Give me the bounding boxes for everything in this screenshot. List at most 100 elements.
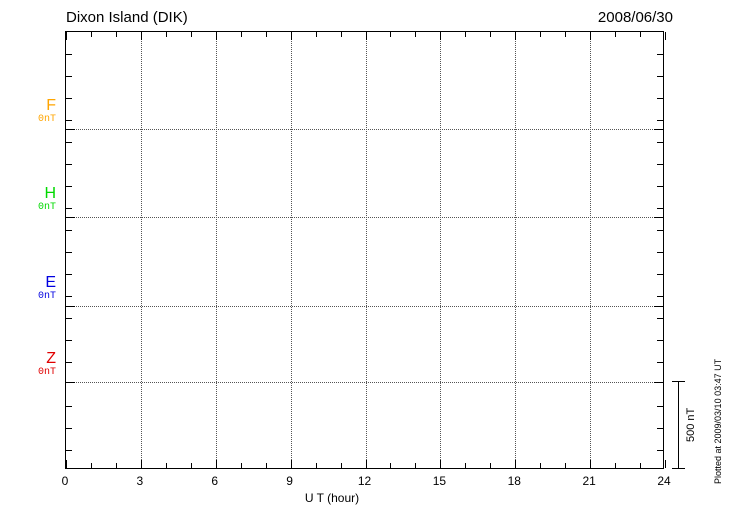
x-tick-label: 9 [286, 474, 293, 488]
axis-tick [66, 32, 67, 40]
vertical-gridline [590, 32, 592, 468]
axis-tick [657, 450, 663, 451]
component-label-h: H 0nT [12, 186, 56, 214]
axis-tick [565, 32, 567, 37]
axis-tick [66, 460, 67, 468]
axis-tick [665, 460, 666, 468]
axis-tick [290, 460, 292, 468]
axis-tick [140, 460, 142, 468]
axis-tick [66, 428, 72, 429]
axis-tick [215, 460, 217, 468]
baseline-gridline-e [66, 306, 663, 307]
axis-tick [265, 463, 267, 468]
axis-tick [465, 463, 467, 468]
axis-tick [657, 274, 663, 275]
axis-tick [565, 463, 567, 468]
axis-tick [590, 32, 592, 40]
axis-tick [657, 208, 663, 209]
axis-tick [490, 463, 492, 468]
axis-tick [540, 463, 542, 468]
axis-tick [640, 32, 642, 37]
axis-tick [66, 120, 72, 121]
axis-tick [657, 164, 663, 165]
axis-tick [66, 54, 72, 55]
axis-tick [66, 208, 72, 209]
axis-tick [390, 32, 392, 37]
axis-tick [657, 340, 663, 341]
vertical-gridline [440, 32, 442, 468]
axis-tick [657, 362, 663, 363]
scale-bar-cap-top [672, 381, 685, 382]
axis-tick [615, 32, 617, 37]
vertical-gridline [140, 32, 142, 468]
x-tick-label: 3 [136, 474, 144, 488]
x-tick-label: 6 [211, 474, 219, 488]
vertical-gridline [365, 32, 367, 468]
axis-tick [657, 120, 663, 121]
axis-tick [340, 463, 342, 468]
axis-tick [115, 32, 117, 37]
axis-tick [90, 32, 92, 37]
axis-tick [657, 428, 663, 429]
axis-tick [290, 32, 292, 40]
axis-tick [66, 318, 72, 319]
baseline-gridline-h [66, 217, 663, 218]
baseline-tick-e [654, 306, 663, 307]
component-label-e: E 0nT [12, 275, 56, 303]
x-tick-label: 0 [61, 474, 69, 488]
baseline-tick-z [654, 382, 663, 383]
axis-tick [66, 362, 72, 363]
axis-tick [66, 76, 72, 77]
scale-bar-label: 500 nT [685, 407, 697, 443]
axis-tick [66, 186, 72, 187]
axis-tick [657, 252, 663, 253]
axis-tick [657, 98, 663, 99]
axis-tick [515, 460, 517, 468]
component-value-f: 0nT [37, 114, 56, 125]
axis-tick [190, 32, 192, 37]
x-tick-label: 24 [657, 474, 671, 488]
component-label-z: Z 0nT [12, 351, 56, 379]
axis-tick [165, 463, 167, 468]
magnetogram-plot [65, 31, 666, 469]
component-label-f: F 0nT [12, 98, 56, 126]
axis-tick [315, 463, 317, 468]
axis-tick [665, 32, 666, 40]
component-value-h: 0nT [37, 202, 56, 213]
axis-tick [340, 32, 342, 37]
axis-tick [540, 32, 542, 37]
page-title: Dixon Island (DIK) [66, 9, 188, 26]
component-letter-h: H [44, 185, 56, 202]
axis-tick [66, 142, 72, 143]
x-tick-label: 18 [507, 474, 521, 488]
axis-tick [415, 463, 417, 468]
axis-tick [415, 32, 417, 37]
plotted-timestamp: Plotted at 2009/03/10 03:47 UT [713, 358, 723, 484]
axis-tick [165, 32, 167, 37]
axis-tick [66, 230, 72, 231]
axis-tick [66, 340, 72, 341]
component-letter-e: E [45, 274, 56, 291]
axis-tick [657, 230, 663, 231]
x-tick-label: 12 [357, 474, 372, 488]
axis-tick [640, 463, 642, 468]
baseline-gridline-z [66, 382, 663, 383]
axis-tick [66, 450, 72, 451]
axis-tick [390, 463, 392, 468]
x-tick-label: 15 [432, 474, 447, 488]
axis-tick [66, 274, 72, 275]
axis-tick [90, 463, 92, 468]
axis-tick [657, 318, 663, 319]
axis-tick [365, 460, 367, 468]
axis-tick [657, 406, 663, 407]
axis-tick [115, 463, 117, 468]
baseline-gridline-f [66, 129, 663, 130]
axis-tick [465, 32, 467, 37]
baseline-tick-e [66, 306, 75, 307]
axis-tick [590, 460, 592, 468]
axis-tick [315, 32, 317, 37]
axis-tick [657, 76, 663, 77]
vertical-gridline [215, 32, 217, 468]
axis-tick [240, 32, 242, 37]
axis-tick [66, 98, 72, 99]
